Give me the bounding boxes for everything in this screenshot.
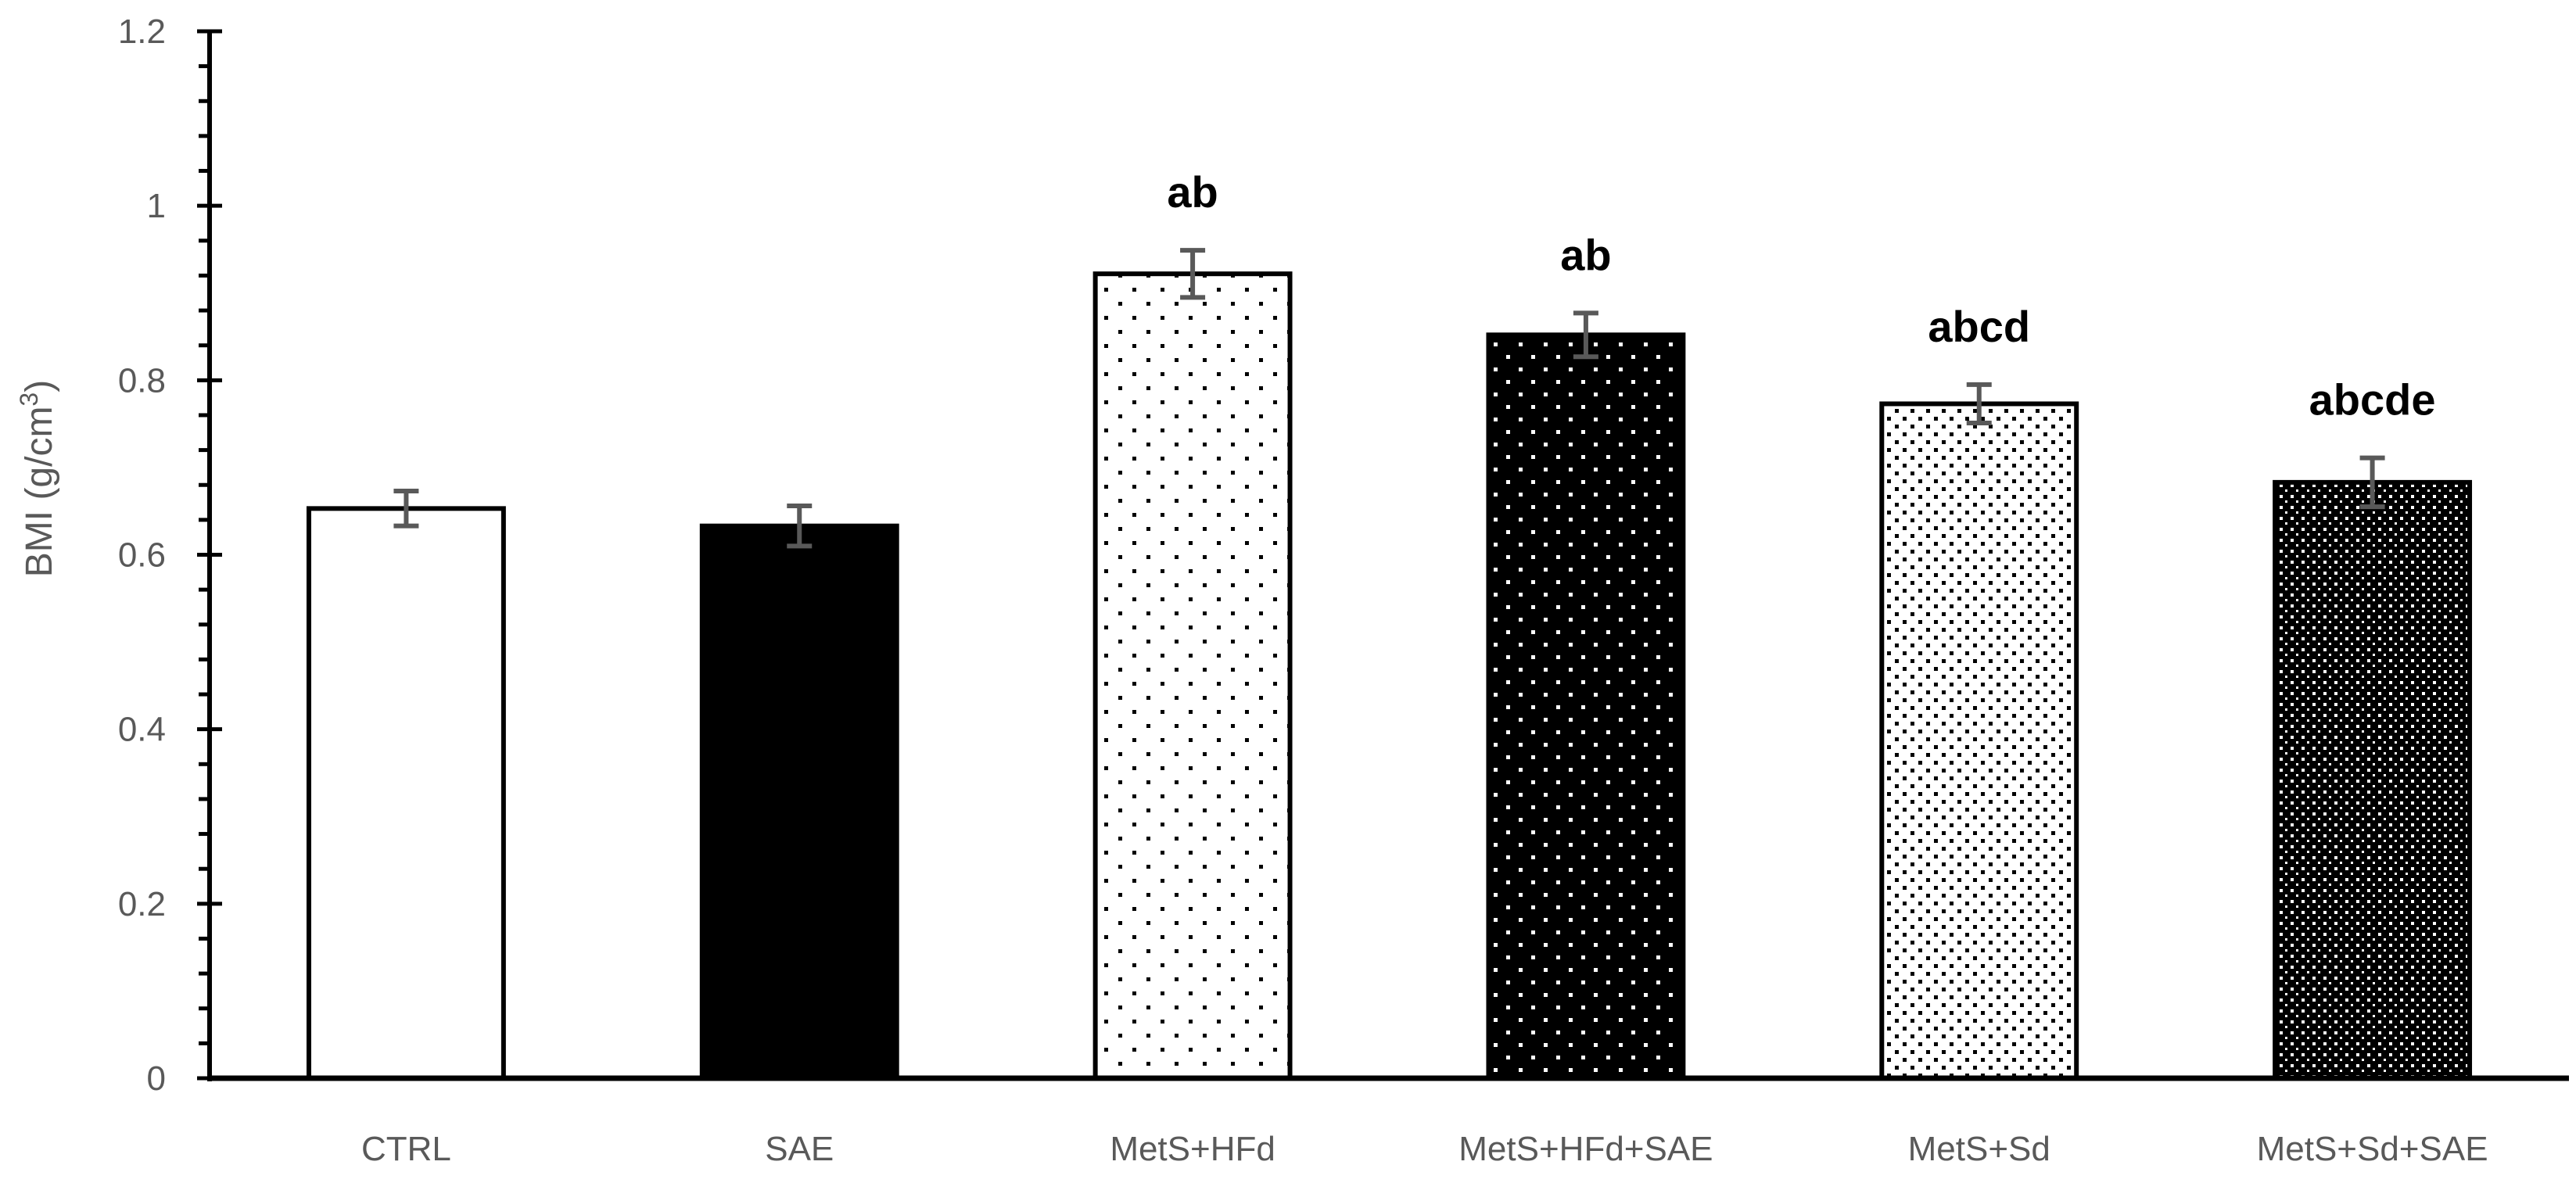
error-bar [787, 504, 813, 549]
significance-label: abcd [1928, 302, 2030, 351]
bar-mets-hfd-sae [1486, 332, 1686, 1081]
bar-mets-hfd [1092, 271, 1293, 1081]
y-tick-label: 1 [147, 187, 166, 225]
significance-label: ab [1560, 230, 1611, 279]
bar-ctrl [306, 506, 506, 1081]
x-category-label: MetS+HFd [1110, 1130, 1275, 1168]
y-tick-label: 0.2 [118, 885, 166, 923]
y-tick-label: 0.8 [118, 361, 166, 400]
x-category-label: MetS+Sd+SAE [2257, 1130, 2488, 1168]
y-tick-label: 1.2 [118, 13, 166, 51]
error-bar [2359, 455, 2385, 510]
bar-mets-sd-sae [2273, 479, 2473, 1081]
x-category-label: CTRL [361, 1130, 451, 1168]
x-category-label: MetS+HFd+SAE [1458, 1130, 1713, 1168]
bar-sae [699, 523, 899, 1081]
y-axis-title: BMI (g/cm3) [15, 380, 60, 577]
bar-mets-sd [1879, 401, 2079, 1081]
y-tick-label: 0.6 [118, 536, 166, 575]
x-category-label: MetS+Sd [1908, 1130, 2050, 1168]
significance-label: abcde [2309, 375, 2436, 425]
error-bar [393, 489, 419, 529]
y-tick-label: 0.4 [118, 711, 166, 749]
y-axis: 0 0.2 0.4 0.6 0.8 1 1.2 [118, 13, 222, 1098]
bars-group: ab ab abcd abcde [306, 167, 2473, 1081]
x-category-label: SAE [765, 1130, 834, 1168]
error-bar [1180, 248, 1206, 300]
significance-label: ab [1167, 167, 1218, 217]
error-bar [1966, 382, 1992, 426]
y-tick-label: 0 [147, 1059, 166, 1098]
error-bar [1573, 310, 1598, 360]
x-axis: CTRL SAE MetS+HFd MetS+HFd+SAE MetS+Sd MetS+S… [210, 1075, 2569, 1168]
